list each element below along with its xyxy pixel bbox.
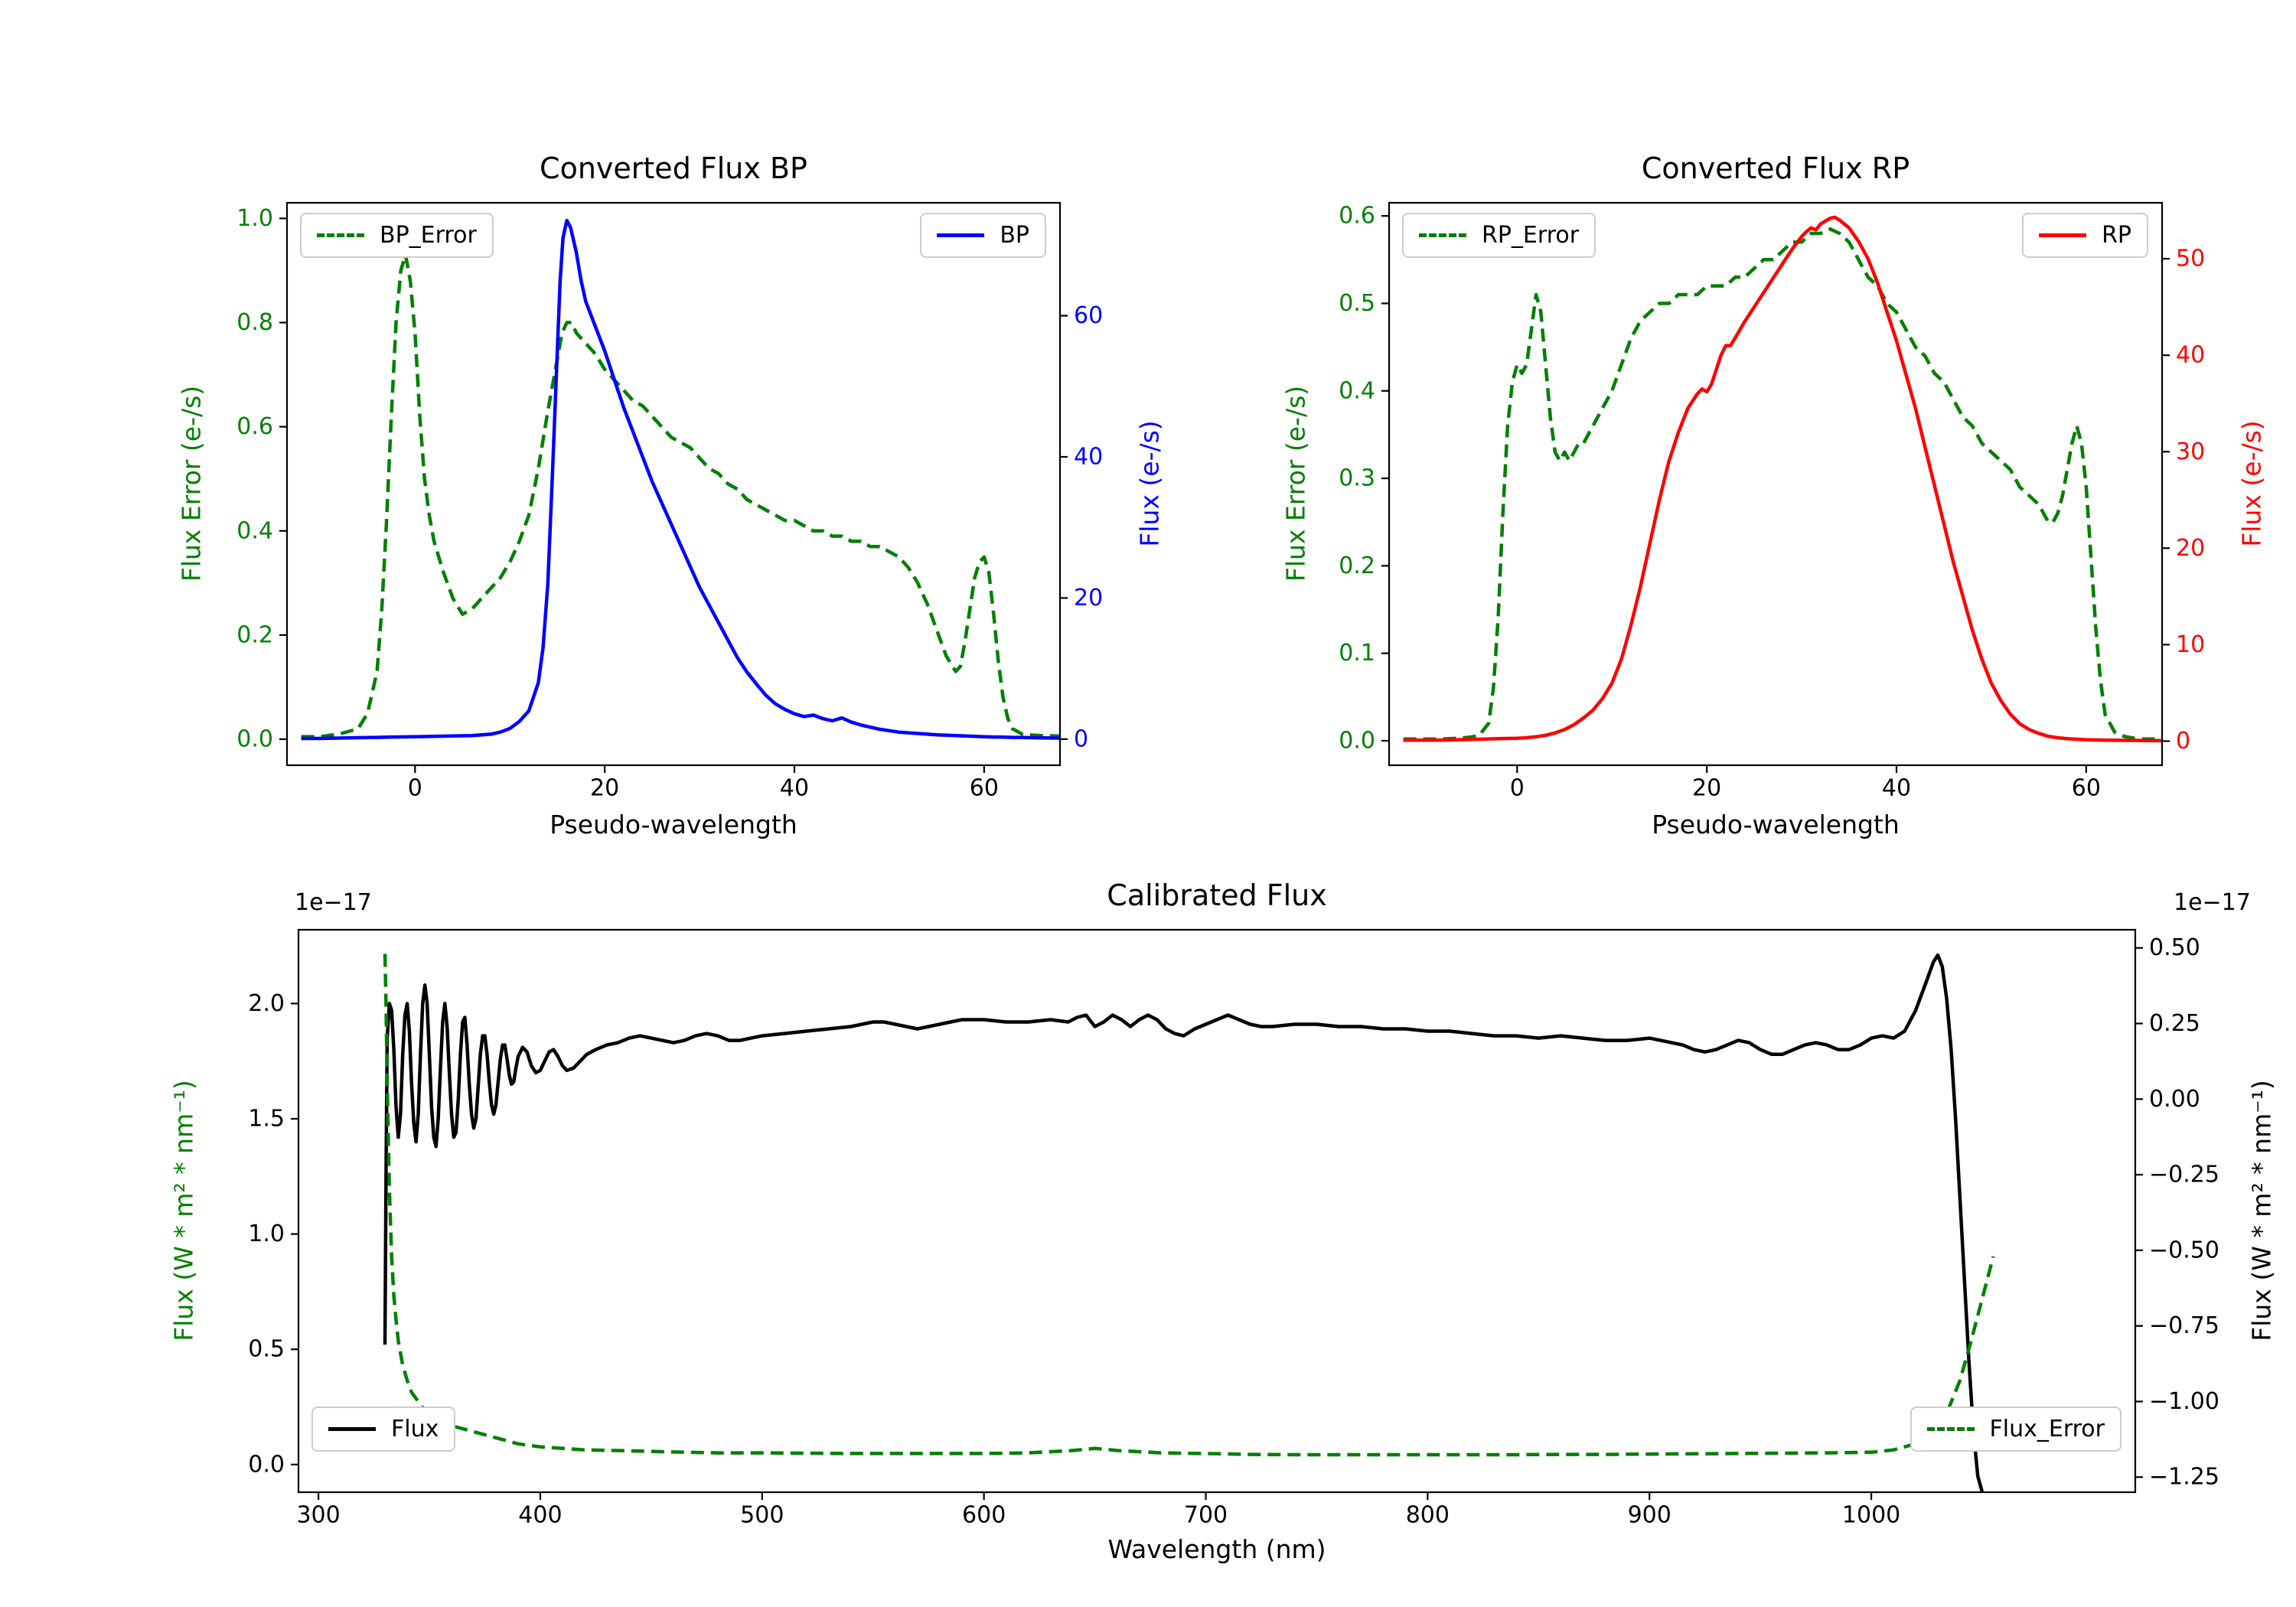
rp-xlabel: Pseudo-wavelength — [1652, 810, 1900, 839]
cal-xtick-label: 1000 — [1842, 1502, 1900, 1529]
rp-spines — [1388, 201, 2164, 767]
cal-yleft-label: Flux (W * m² * nm⁻¹) — [168, 1080, 199, 1341]
bp-legend: BP — [920, 213, 1046, 258]
rp-legend: RP — [2022, 213, 2148, 258]
flux-error-legend-line — [1926, 1427, 1975, 1431]
rp-xtick-label: 20 — [1692, 775, 1721, 802]
rp-error-legend-line — [1419, 233, 1466, 237]
rp-yright-tick-label: 50 — [2176, 246, 2205, 272]
bp-legend-line — [937, 233, 985, 237]
bp-title: Converted Flux BP — [540, 152, 807, 185]
rp-yright-tick-label: 30 — [2176, 438, 2205, 465]
rp-yleft-tick-label: 0.3 — [1339, 465, 1375, 492]
cal-spines — [297, 928, 2137, 1494]
cal-yright-tick-label: −1.00 — [2149, 1388, 2219, 1415]
cal-yleft-tick-label: 1.0 — [248, 1221, 285, 1247]
rp-yright-tick-label: 10 — [2176, 631, 2205, 658]
bp-yleft-tick-label: 0.4 — [236, 517, 273, 544]
cal-xtick-label: 900 — [1628, 1502, 1671, 1529]
cal-xlabel: Wavelength (nm) — [1107, 1534, 1326, 1564]
rp-yleft-label: Flux Error (e-/s) — [1280, 385, 1311, 582]
cal-yright-tick-label: −1.25 — [2149, 1464, 2219, 1491]
cal-xtick-label: 400 — [518, 1502, 562, 1529]
bp-xtick-label: 60 — [970, 775, 999, 802]
calibrated-title: Calibrated Flux — [1107, 878, 1327, 912]
bp-yleft-tick-label: 0.0 — [236, 725, 273, 752]
bp-yleft-tick-label: 0.2 — [236, 621, 273, 648]
rp-xtick-label: 40 — [1882, 775, 1911, 802]
bp-yright-tick-label: 0 — [1074, 725, 1088, 752]
bp-xlabel: Pseudo-wavelength — [550, 810, 797, 839]
bp-axes: 0 20 40 60 0.0 0.2 0.4 0.6 0.8 1.0 0 20 40 60 — [236, 201, 1103, 802]
cal-yright-tick-label: 0.25 — [2149, 1010, 2200, 1037]
cal-yleft-tick-label: 0.5 — [248, 1336, 285, 1363]
cal-xtick-label: 300 — [296, 1502, 340, 1529]
rp-yright-tick-label: 0 — [2176, 728, 2190, 755]
cal-offset-right: 1e−17 — [2174, 889, 2251, 916]
bp-error-legend-label: BP_Error — [380, 222, 477, 249]
cal-yright-tick-label: −0.25 — [2149, 1162, 2219, 1188]
bp-yright-label: Flux (e-/s) — [1134, 420, 1165, 547]
rp-yleft-tick-label: 0.1 — [1339, 640, 1375, 667]
rp-yleft-tick-label: 0.4 — [1339, 377, 1375, 404]
rp-legend-label: RP — [2102, 222, 2131, 249]
bp-yleft-label: Flux Error (e-/s) — [176, 385, 207, 582]
flux-legend: Flux — [311, 1407, 456, 1452]
bp-yleft-tick-label: 0.8 — [236, 309, 273, 336]
rp-axes: 0 20 40 60 0.0 0.1 0.2 0.3 0.4 0.5 0.6 0 10 20 30 40 50 — [1339, 201, 2205, 802]
bp-xtick-label: 40 — [780, 775, 809, 802]
bp-legend-label: BP — [1000, 222, 1029, 249]
flux-error-legend: Flux_Error — [1910, 1407, 2122, 1452]
cal-yright-tick-label: −0.75 — [2149, 1312, 2219, 1339]
cal-yright-tick-label: 0.00 — [2149, 1086, 2200, 1113]
bp-series-bp_error — [301, 253, 1060, 738]
cal-yright-tick-label: −0.50 — [2149, 1237, 2219, 1263]
bp-yright-tick-label: 20 — [1074, 585, 1103, 611]
rp-legend-line — [2039, 233, 2087, 237]
flux-legend-line — [328, 1427, 376, 1431]
bp-yleft-tick-label: 1.0 — [236, 205, 273, 232]
rp-series-rp — [1403, 215, 2162, 743]
rp-yleft-tick-label: 0.5 — [1339, 290, 1375, 317]
rp-yleft-tick-label: 0.6 — [1339, 203, 1375, 230]
cal-series-flux — [383, 953, 1985, 1492]
bp-yright-tick-label: 60 — [1074, 302, 1103, 329]
cal-xtick-label: 800 — [1406, 1502, 1450, 1529]
cal-yleft-tick-label: 0.0 — [248, 1451, 285, 1478]
bp-xtick-label: 0 — [408, 775, 422, 802]
cal-yright-tick-label: 0.50 — [2149, 934, 2200, 961]
cal-yright-label: Flux (W * m² * nm⁻¹) — [2246, 1080, 2277, 1341]
bp-spines — [285, 201, 1062, 767]
flux-legend-label: Flux — [391, 1416, 439, 1442]
cal-series-flux_error — [383, 953, 1995, 1457]
rp-yright-label: Flux (e-/s) — [2236, 420, 2267, 547]
cal-xtick-label: 600 — [962, 1502, 1006, 1529]
cal-axes: 300 400 500 600 700 800 900 1000 0.0 0.5 1.0 1.5 2.0… — [248, 928, 2219, 1529]
rp-yright-tick-label: 20 — [2176, 535, 2205, 562]
rp-xtick-label: 60 — [2072, 775, 2101, 802]
bp-series-bp — [301, 218, 1060, 741]
bp-yleft-tick-label: 0.6 — [236, 413, 273, 440]
cal-xtick-label: 500 — [740, 1502, 784, 1529]
bp-error-legend-line — [317, 233, 364, 237]
cal-xtick-label: 700 — [1184, 1502, 1228, 1529]
bp-yright-tick-label: 40 — [1074, 443, 1103, 470]
rp-error-legend: RP_Error — [1402, 213, 1596, 258]
cal-offset-left: 1e−17 — [295, 889, 372, 916]
rp-yright-tick-label: 40 — [2176, 342, 2205, 369]
rp-yleft-tick-label: 0.2 — [1339, 553, 1375, 579]
rp-yleft-tick-label: 0.0 — [1339, 727, 1375, 754]
rp-title: Converted Flux RP — [1641, 152, 1910, 185]
rp-xtick-label: 0 — [1510, 775, 1525, 802]
bp-error-legend: BP_Error — [300, 213, 494, 258]
cal-yleft-tick-label: 2.0 — [248, 990, 285, 1017]
rp-series-rp_error — [1403, 227, 2162, 741]
rp-error-legend-label: RP_Error — [1482, 222, 1580, 249]
flux-error-legend-label: Flux_Error — [1989, 1416, 2105, 1442]
cal-yleft-tick-label: 1.5 — [248, 1106, 285, 1133]
bp-xtick-label: 20 — [590, 775, 619, 802]
